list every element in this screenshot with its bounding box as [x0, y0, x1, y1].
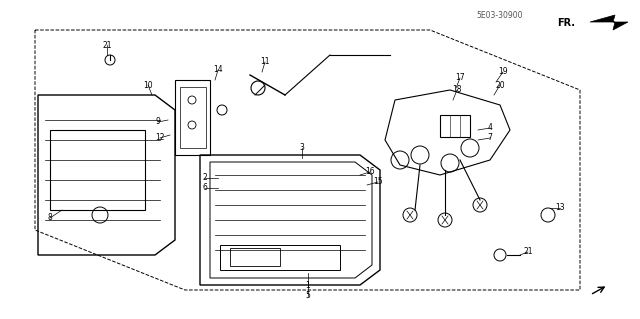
Text: 4: 4	[488, 123, 492, 132]
Bar	[50, 130, 145, 210]
Text: 10: 10	[143, 80, 153, 90]
Text: 14: 14	[213, 65, 223, 75]
Bar	[230, 248, 280, 266]
Bar	[220, 245, 340, 270]
Text: 9: 9	[156, 117, 161, 127]
Text: 6: 6	[203, 183, 207, 192]
Text: FR.: FR.	[557, 18, 575, 28]
Text: 15: 15	[373, 177, 383, 187]
Text: 20: 20	[495, 80, 505, 90]
Text: 18: 18	[452, 85, 461, 94]
Bar	[440, 115, 470, 137]
Text: 21: 21	[524, 248, 532, 256]
Text: 3: 3	[300, 144, 305, 152]
Text: 19: 19	[498, 68, 508, 77]
Text: 1: 1	[306, 280, 310, 290]
Text: 7: 7	[488, 133, 492, 143]
Text: 8: 8	[47, 213, 52, 222]
Polygon shape	[590, 15, 628, 30]
Text: 17: 17	[455, 73, 465, 83]
Text: 13: 13	[555, 204, 565, 212]
Text: 16: 16	[365, 167, 375, 176]
Text: 21: 21	[102, 41, 112, 49]
Text: 5E03-30900: 5E03-30900	[477, 11, 524, 19]
Text: 12: 12	[156, 133, 164, 143]
Text: 2: 2	[203, 174, 207, 182]
Text: 5: 5	[305, 292, 310, 300]
Text: 11: 11	[260, 57, 269, 66]
